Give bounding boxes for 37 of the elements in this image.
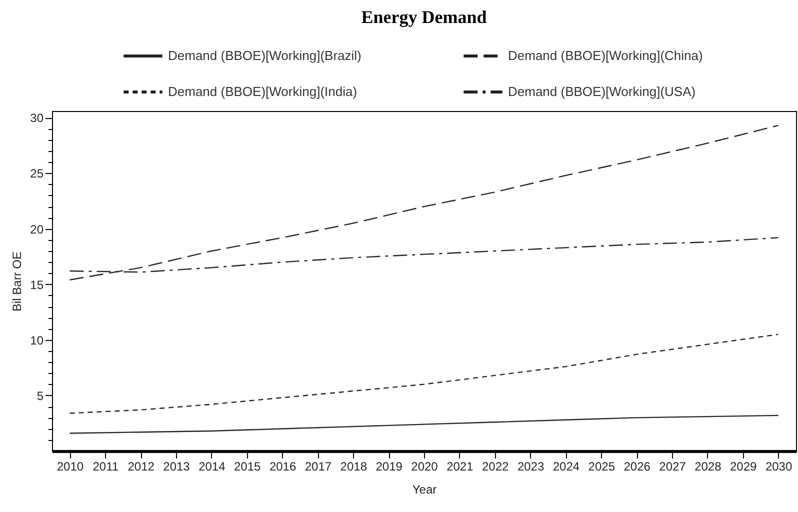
x-tick-label: 2020 xyxy=(411,460,438,474)
x-tick-label: 2030 xyxy=(765,460,792,474)
x-tick-label: 2011 xyxy=(92,460,119,474)
x-tick-label: 2023 xyxy=(517,460,544,474)
y-tick-label: 20 xyxy=(30,222,44,236)
x-tick-label: 2015 xyxy=(234,460,262,474)
x-tick-label: 2027 xyxy=(659,460,686,474)
x-tick-label: 2014 xyxy=(198,460,226,474)
x-tick-label: 2013 xyxy=(163,460,190,474)
chart-title: Energy Demand xyxy=(361,7,487,27)
y-axis-title: Bil Barr OE xyxy=(10,251,24,312)
legend-label: Demand (BBOE)[Working](USA) xyxy=(508,84,696,99)
y-tick-label: 5 xyxy=(36,388,44,403)
x-tick-label: 2012 xyxy=(128,460,155,474)
x-tick-label: 2021 xyxy=(446,460,474,474)
line-series xyxy=(69,414,779,434)
y-tick-label: 30 xyxy=(30,111,44,126)
x-tick-label: 2028 xyxy=(694,460,722,474)
legend-label: Demand (BBOE)[Working](China) xyxy=(508,48,703,63)
line-series xyxy=(69,124,779,280)
y-tick-label: 15 xyxy=(30,278,44,292)
y-tick-label: 10 xyxy=(30,333,44,348)
x-tick-label: 2017 xyxy=(304,460,332,474)
x-axis-title: Year xyxy=(412,482,437,496)
x-tick-label: 2026 xyxy=(624,460,651,474)
x-tick-label: 2019 xyxy=(376,460,403,474)
x-tick-label: 2025 xyxy=(588,460,616,474)
x-tick-label: 2022 xyxy=(482,460,510,474)
x-tick-label: 2016 xyxy=(269,460,296,474)
x-tick-label: 2018 xyxy=(340,460,368,474)
y-tick-label: 25 xyxy=(30,166,44,181)
legend-label: Demand (BBOE)[Working](Brazil) xyxy=(168,48,362,63)
line-series xyxy=(69,334,779,414)
legend-label: Demand (BBOE)[Working](India) xyxy=(168,84,358,99)
x-tick-label: 2024 xyxy=(552,460,580,474)
x-tick-label: 2010 xyxy=(56,460,84,474)
x-tick-label: 2029 xyxy=(730,460,758,474)
